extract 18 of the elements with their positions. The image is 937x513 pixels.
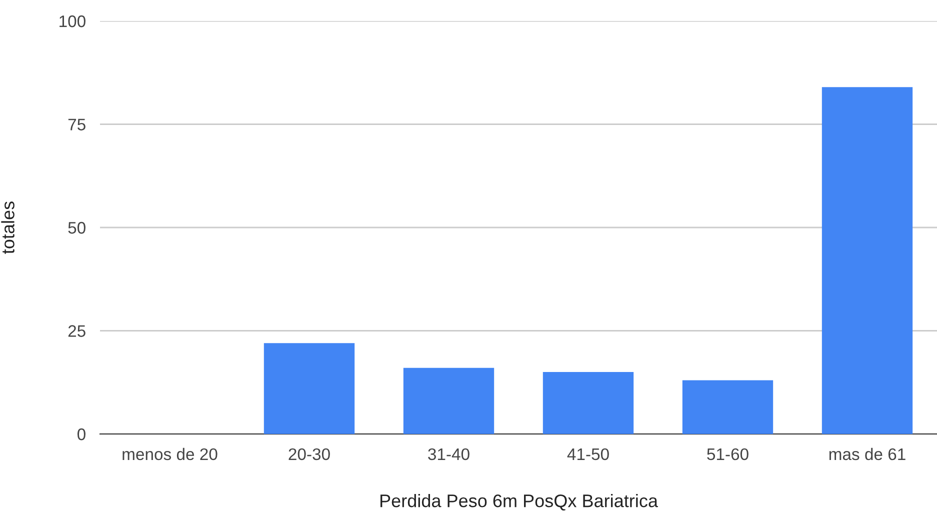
x-tick-label: 51-60 — [707, 448, 748, 460]
bar — [682, 380, 774, 434]
x-tick-label: 31-40 — [428, 448, 470, 460]
bar — [264, 343, 355, 434]
y-tick-label: 100 — [60, 15, 86, 28]
x-tick-label: menos de 20 — [122, 448, 218, 460]
x-tick-label: mas de 61 — [829, 448, 906, 460]
x-tick-label: 20-30 — [288, 448, 330, 460]
bar — [822, 87, 913, 434]
y-tick-label: 50 — [68, 222, 86, 234]
y-tick-label: 0 — [77, 428, 86, 440]
y-tick-label: 25 — [68, 325, 86, 337]
x-axis-title: Perdida Peso 6m PosQx Bariatrica — [380, 494, 658, 510]
bar — [542, 372, 634, 434]
x-tick-label: 41-50 — [567, 448, 609, 460]
y-axis-title: totales — [1, 202, 14, 254]
y-tick-label: 75 — [68, 118, 86, 130]
bar — [403, 368, 494, 434]
